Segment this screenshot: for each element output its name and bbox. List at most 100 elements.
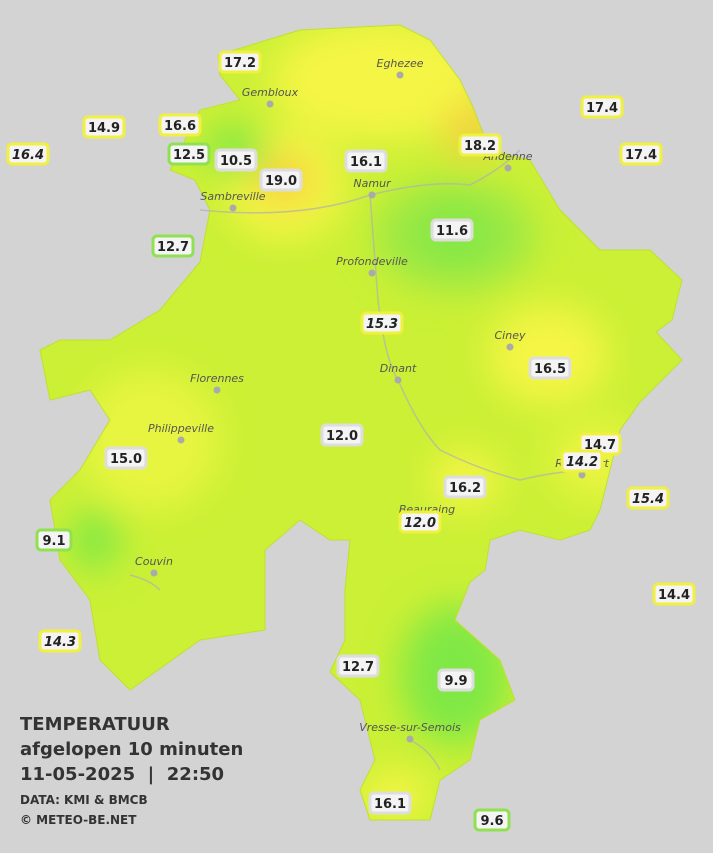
station-box — [652, 582, 696, 606]
station-box — [6, 142, 50, 166]
station-value: 19.0 — [265, 174, 297, 189]
town-label: Profondeville — [336, 255, 408, 268]
station-value: 16.1 — [350, 155, 382, 170]
station: 18.2 — [458, 133, 502, 157]
legend-title: TEMPERATUUR — [20, 714, 170, 735]
station: 17.2 — [218, 50, 262, 74]
station-box — [320, 423, 364, 447]
station: 14.4 — [652, 582, 696, 606]
station-value: 12.7 — [157, 240, 189, 255]
town-label: Couvin — [135, 555, 173, 568]
station-value: 14.2 — [566, 455, 598, 470]
station-value: 18.2 — [464, 139, 496, 154]
station: 15.3 — [360, 311, 404, 335]
station: 14.9 — [82, 115, 126, 139]
station: 14.2 — [560, 449, 604, 473]
station-value: 16.2 — [449, 481, 481, 496]
town-label: Gembloux — [242, 86, 299, 99]
legend-copyright: © METEO-BE.NET — [20, 813, 137, 827]
legend-source: DATA: KMI & BMCB — [20, 793, 148, 807]
station-box — [259, 168, 303, 192]
station-box — [528, 356, 572, 380]
station: 12.0 — [398, 510, 442, 534]
station-value: 14.7 — [584, 438, 616, 453]
station-box — [38, 629, 82, 653]
station: 17.4 — [619, 142, 663, 166]
station-value: 16.1 — [374, 797, 406, 812]
station-box — [580, 95, 624, 119]
town-dot — [396, 71, 404, 79]
station-box — [398, 510, 442, 534]
station-value: 11.6 — [436, 224, 468, 239]
station-value: 16.5 — [534, 362, 566, 377]
station-box — [82, 115, 126, 139]
town-dot — [506, 343, 514, 351]
station-box — [619, 142, 663, 166]
station-box — [104, 446, 148, 470]
town-dot — [266, 100, 274, 108]
town-dot — [368, 191, 376, 199]
station: 19.0 — [259, 168, 303, 192]
town-label: Namur — [353, 177, 392, 190]
station-value: 15.4 — [632, 492, 664, 507]
station-value: 14.9 — [88, 121, 120, 136]
station: 9.1 — [35, 528, 73, 552]
station-box — [368, 791, 412, 815]
town-label: Sambreville — [200, 190, 265, 203]
station-value: 16.6 — [164, 119, 196, 134]
station-box — [344, 149, 388, 173]
station-value: 9.1 — [42, 534, 65, 549]
station-value: 12.0 — [326, 429, 358, 444]
town-dot — [394, 376, 402, 384]
station-box — [360, 311, 404, 335]
station: 10.5 — [214, 148, 258, 172]
station-value: 16.4 — [12, 148, 44, 163]
station-box — [35, 528, 73, 552]
station-box — [560, 449, 604, 473]
station: 15.0 — [104, 446, 148, 470]
station: 16.4 — [6, 142, 50, 166]
station-value: 12.0 — [404, 516, 436, 531]
station: 12.0 — [320, 423, 364, 447]
station-value: 12.5 — [173, 148, 205, 163]
station-value: 17.4 — [586, 101, 618, 116]
town-dot — [229, 204, 237, 212]
town-label: Dinant — [380, 362, 417, 375]
station: 11.6 — [430, 218, 474, 242]
town-label: Philippeville — [148, 422, 214, 435]
town-dot — [368, 269, 376, 277]
station-box — [626, 486, 670, 510]
legend-datetime: 11-05-2025 | 22:50 — [20, 764, 224, 785]
town-dot — [504, 164, 512, 172]
town-dot — [177, 436, 185, 444]
town-label: Eghezee — [377, 57, 424, 70]
station-box — [167, 142, 211, 166]
station-box — [214, 148, 258, 172]
town-label: Florennes — [190, 372, 244, 385]
station-box — [158, 113, 202, 137]
station-value: 17.4 — [625, 148, 657, 163]
station: 9.9 — [437, 668, 475, 692]
station-box — [218, 50, 262, 74]
station-box — [336, 654, 380, 678]
station-value: 10.5 — [220, 154, 252, 169]
station-box — [473, 808, 511, 832]
station: 9.6 — [473, 808, 511, 832]
station-box — [443, 475, 487, 499]
station-box — [437, 668, 475, 692]
station: 16.5 — [528, 356, 572, 380]
station: 17.4 — [580, 95, 624, 119]
station: 16.6 — [158, 113, 202, 137]
town-dot — [406, 735, 414, 743]
station: 14.3 — [38, 629, 82, 653]
station: 15.4 — [626, 486, 670, 510]
station: 16.2 — [443, 475, 487, 499]
station-box — [430, 218, 474, 242]
rivers — [129, 149, 601, 771]
station: 12.7 — [151, 234, 195, 258]
station-value: 14.4 — [658, 588, 690, 603]
town-label: Ciney — [495, 329, 526, 342]
station-value: 9.6 — [480, 814, 503, 829]
station-value: 15.0 — [110, 452, 142, 467]
station-box — [458, 133, 502, 157]
